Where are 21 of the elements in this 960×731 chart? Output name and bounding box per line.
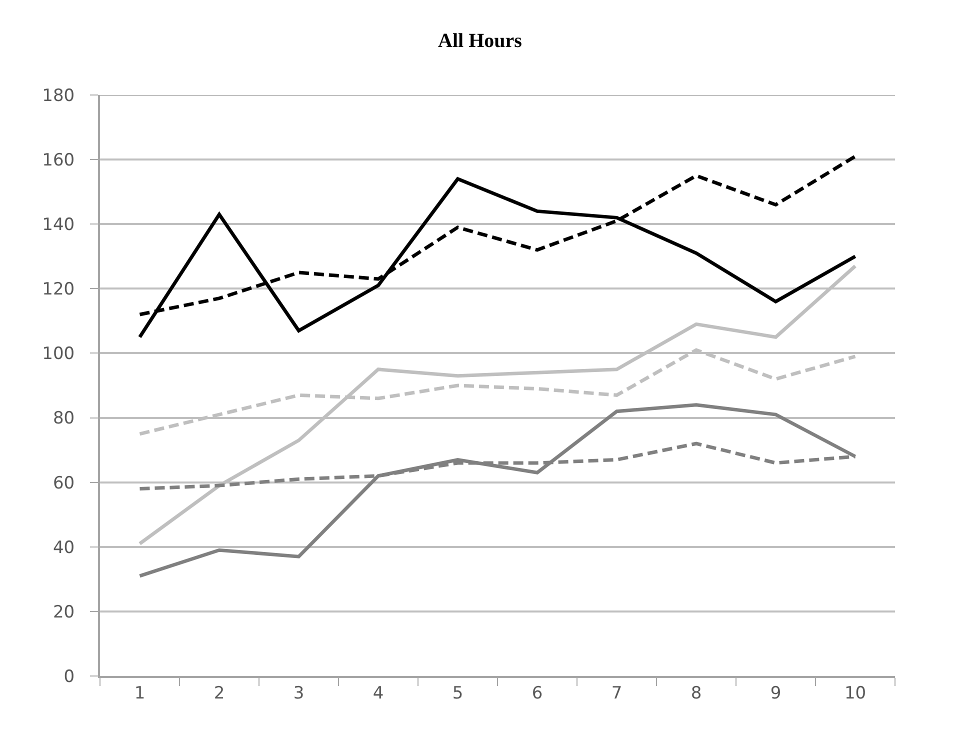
x-tick-label: 2 [214, 683, 225, 704]
x-tick-label: 8 [690, 683, 702, 704]
y-tick-label: 20 [52, 602, 75, 622]
y-tick-label: 140 [42, 215, 75, 236]
x-tick-label: 4 [372, 683, 384, 704]
y-tick-label: 60 [52, 473, 75, 494]
y-tick-label: 120 [42, 280, 75, 300]
y-tick-label: 160 [42, 150, 75, 171]
y-tick-label: 180 [42, 86, 75, 106]
y-tick-label: 100 [42, 344, 75, 364]
y-tick-label: 0 [64, 666, 75, 687]
x-tick-label: 3 [293, 683, 304, 704]
chart-title: All Hours [438, 30, 522, 52]
x-tick-label: 10 [844, 683, 866, 704]
y-tick-label: 80 [52, 408, 75, 429]
y-tick-label: 40 [52, 538, 75, 558]
x-tick-label: 6 [532, 683, 543, 704]
x-tick-label: 5 [452, 683, 464, 704]
x-tick-label: 9 [770, 683, 782, 704]
x-tick-label: 1 [134, 683, 146, 704]
x-tick-label: 7 [611, 683, 622, 704]
